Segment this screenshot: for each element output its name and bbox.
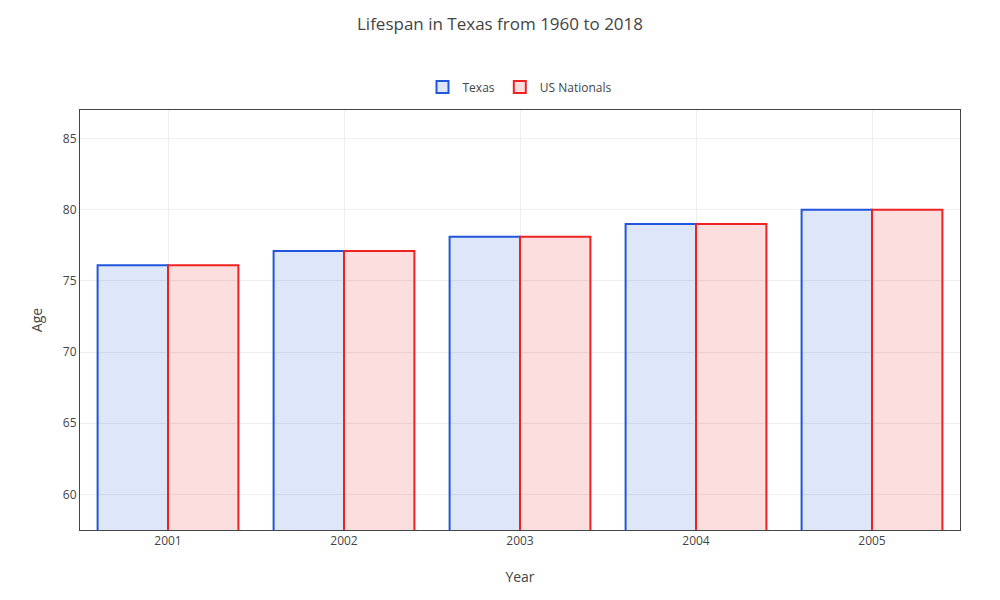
svg-text:Texas: Texas — [463, 79, 495, 96]
svg-text:85: 85 — [63, 130, 77, 147]
svg-text:2004: 2004 — [682, 532, 710, 549]
svg-text:2002: 2002 — [330, 532, 358, 549]
svg-text:65: 65 — [63, 414, 77, 431]
svg-text:Lifespan in Texas from 1960 to: Lifespan in Texas from 1960 to 2018 — [357, 12, 643, 35]
svg-text:75: 75 — [63, 272, 77, 289]
svg-text:Year: Year — [505, 567, 534, 586]
svg-text:US Nationals: US Nationals — [540, 79, 612, 96]
svg-text:80: 80 — [63, 201, 77, 218]
svg-text:2003: 2003 — [506, 532, 534, 549]
svg-text:70: 70 — [63, 343, 77, 360]
svg-text:60: 60 — [63, 486, 77, 503]
svg-text:2001: 2001 — [154, 532, 181, 549]
svg-text:Age: Age — [27, 308, 46, 332]
svg-text:2005: 2005 — [858, 532, 886, 549]
